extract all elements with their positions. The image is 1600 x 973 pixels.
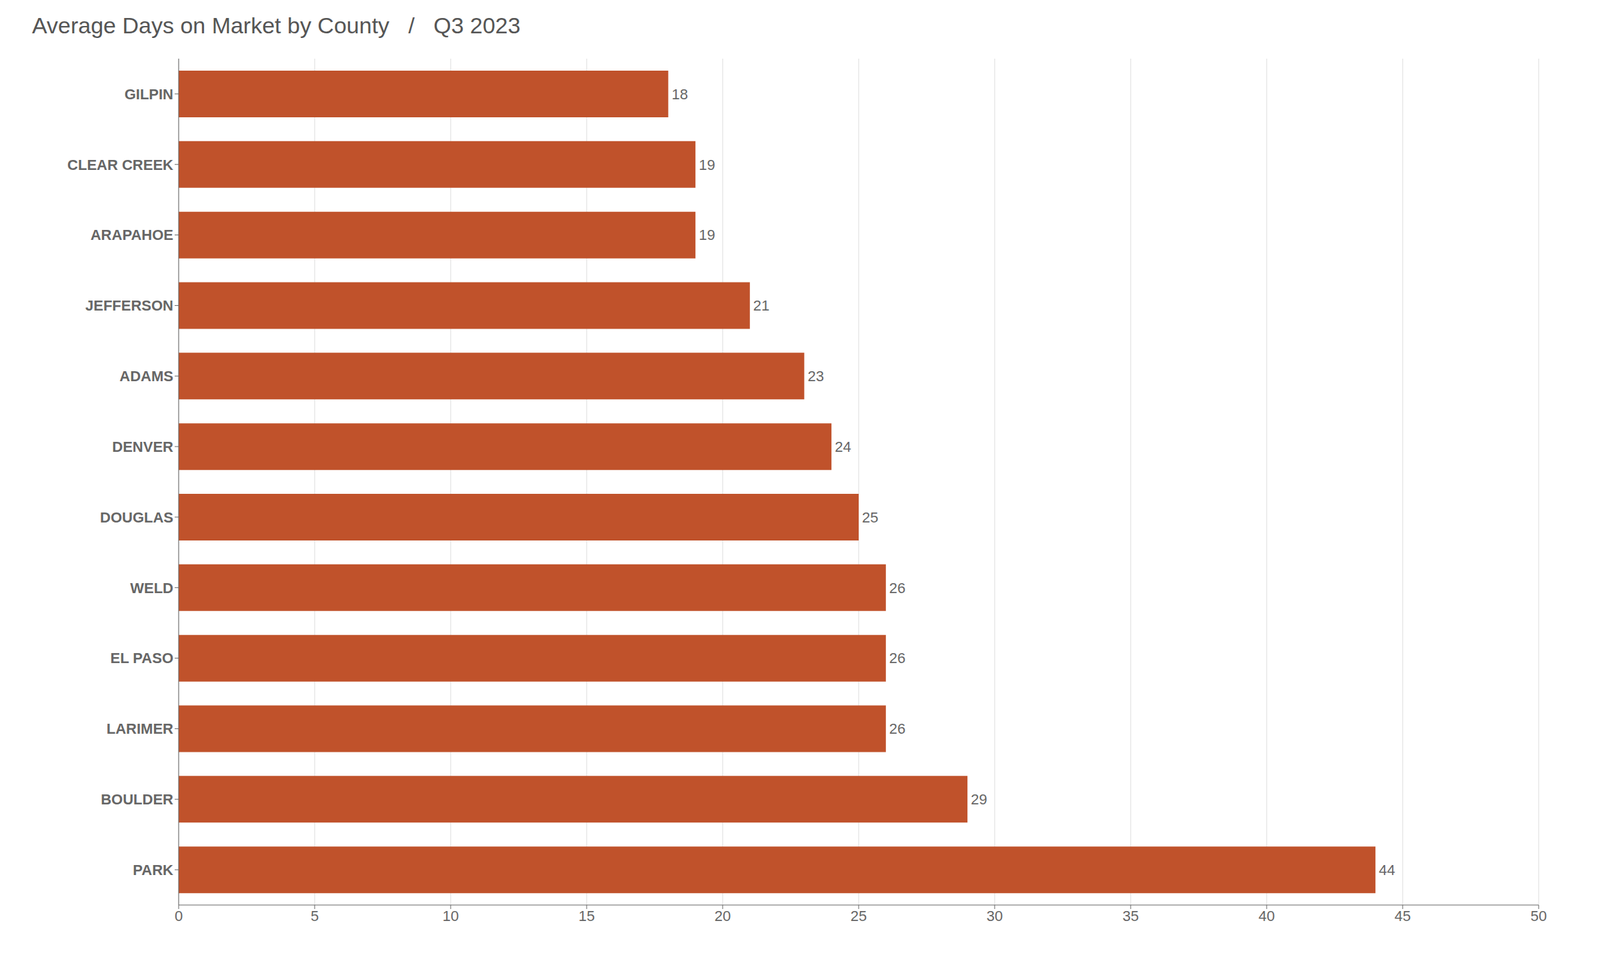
svg-text:BOULDER: BOULDER: [100, 791, 174, 808]
svg-text:21: 21: [753, 297, 770, 314]
svg-text:5: 5: [310, 908, 319, 925]
svg-text:GILPIN: GILPIN: [124, 86, 174, 103]
svg-text:25: 25: [862, 509, 878, 526]
svg-text:19: 19: [698, 156, 715, 174]
svg-text:DOUGLAS: DOUGLAS: [100, 509, 174, 526]
svg-text:40: 40: [1258, 908, 1275, 925]
svg-text:18: 18: [671, 86, 688, 103]
svg-text:29: 29: [970, 791, 987, 808]
svg-text:ADAMS: ADAMS: [119, 368, 174, 385]
svg-text:EL PASO: EL PASO: [110, 650, 174, 667]
svg-text:CLEAR CREEK: CLEAR CREEK: [67, 156, 174, 174]
svg-text:10: 10: [442, 908, 459, 925]
svg-text:26: 26: [889, 720, 906, 738]
svg-text:PARK: PARK: [132, 862, 174, 879]
svg-text:DENVER: DENVER: [112, 438, 174, 456]
svg-text:24: 24: [834, 438, 851, 456]
svg-text:JEFFERSON: JEFFERSON: [85, 297, 174, 314]
svg-text:20: 20: [714, 908, 731, 925]
svg-text:35: 35: [1122, 908, 1139, 925]
svg-text:45: 45: [1394, 908, 1411, 925]
svg-text:0: 0: [174, 908, 183, 925]
svg-text:LARIMER: LARIMER: [106, 720, 174, 738]
svg-text:23: 23: [807, 368, 824, 385]
svg-text:19: 19: [698, 226, 715, 244]
html-text:Average Days on Market by Coun: Average Days on Market by County / Q3 20…: [32, 12, 521, 38]
svg-text:44: 44: [1378, 862, 1395, 879]
svg-text:25: 25: [850, 908, 867, 925]
svg-text:WELD: WELD: [130, 580, 174, 597]
svg-text:ARAPAHOE: ARAPAHOE: [90, 226, 174, 244]
svg-text:30: 30: [986, 908, 1003, 925]
svg-text:26: 26: [889, 650, 906, 667]
svg-text:26: 26: [889, 580, 906, 597]
svg-text:50: 50: [1530, 908, 1547, 925]
svg-text:15: 15: [578, 908, 595, 925]
